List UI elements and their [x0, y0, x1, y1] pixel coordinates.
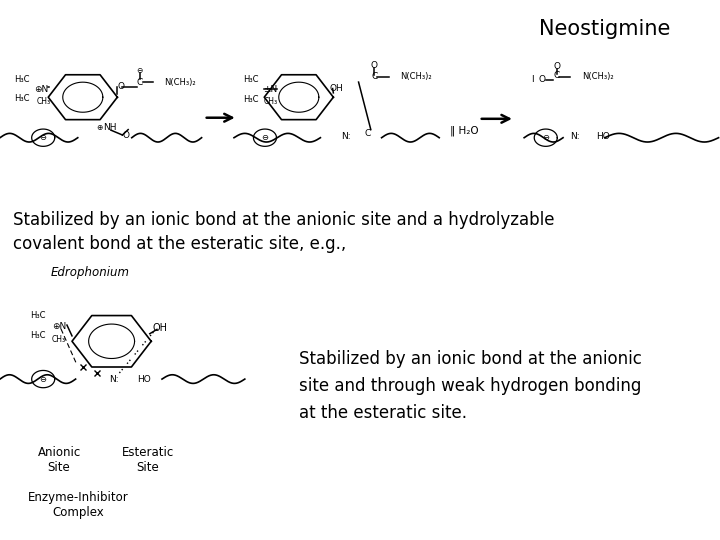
Text: site and through weak hydrogen bonding: site and through weak hydrogen bonding — [299, 377, 642, 395]
Text: ‖ H₂O: ‖ H₂O — [450, 125, 479, 136]
Text: N(CH₃)₂: N(CH₃)₂ — [582, 72, 613, 81]
Text: N:: N: — [570, 132, 580, 140]
Text: ±N: ±N — [263, 85, 277, 94]
Text: covalent bond at the esteratic site, e.g.,: covalent bond at the esteratic site, e.g… — [13, 235, 346, 253]
Text: HO: HO — [137, 375, 151, 383]
Text: O: O — [371, 62, 378, 70]
Text: H₃C: H₃C — [243, 95, 258, 104]
Text: H₃C: H₃C — [243, 76, 258, 84]
Text: Edrophonium: Edrophonium — [50, 266, 130, 279]
Text: CH₃: CH₃ — [52, 335, 66, 343]
Text: ⊖: ⊖ — [137, 66, 143, 75]
Text: ⊖: ⊖ — [40, 375, 47, 383]
Text: C: C — [372, 72, 377, 81]
Text: N:: N: — [341, 132, 351, 140]
Text: at the esteratic site.: at the esteratic site. — [299, 404, 467, 422]
Text: C: C — [364, 129, 370, 138]
Text: ⊖: ⊖ — [542, 133, 549, 142]
Text: N(CH₃)₂: N(CH₃)₂ — [164, 78, 196, 86]
Text: Stabilized by an ionic bond at the anionic: Stabilized by an ionic bond at the anion… — [299, 350, 642, 368]
Text: Esteratic
Site: Esteratic Site — [122, 446, 174, 474]
Text: H₃C: H₃C — [14, 76, 30, 84]
Text: ⊖: ⊖ — [40, 133, 47, 142]
Text: ⊖: ⊖ — [261, 133, 269, 142]
Text: O: O — [117, 82, 125, 91]
Text: O: O — [539, 76, 546, 84]
Text: ⊕: ⊕ — [96, 124, 102, 132]
Text: I: I — [531, 76, 534, 84]
Text: N:: N: — [109, 375, 119, 383]
Text: N(CH₃)₂: N(CH₃)₂ — [400, 72, 432, 81]
Text: OH: OH — [329, 84, 343, 93]
Text: ⊕N: ⊕N — [52, 322, 66, 331]
Text: ⊕N: ⊕N — [35, 85, 49, 93]
Text: Neostigmine: Neostigmine — [539, 19, 670, 39]
Text: OH: OH — [153, 323, 167, 333]
Text: NH: NH — [103, 124, 116, 132]
Text: Anionic
Site: Anionic Site — [37, 446, 81, 474]
Text: H₃C: H₃C — [30, 312, 46, 320]
Text: H₃C: H₃C — [14, 94, 30, 103]
Text: O: O — [553, 63, 560, 71]
Text: CH₃: CH₃ — [36, 97, 50, 106]
Text: Enzyme-Inhibitor
Complex: Enzyme-Inhibitor Complex — [27, 491, 128, 519]
Text: CH₃: CH₃ — [264, 97, 278, 106]
Text: H₃C: H₃C — [30, 332, 46, 340]
Text: C: C — [137, 78, 143, 86]
Text: O: O — [122, 131, 130, 139]
Text: C: C — [554, 71, 559, 80]
Text: HO: HO — [596, 132, 611, 140]
Text: Stabilized by an ionic bond at the anionic site and a hydrolyzable: Stabilized by an ionic bond at the anion… — [13, 211, 554, 230]
